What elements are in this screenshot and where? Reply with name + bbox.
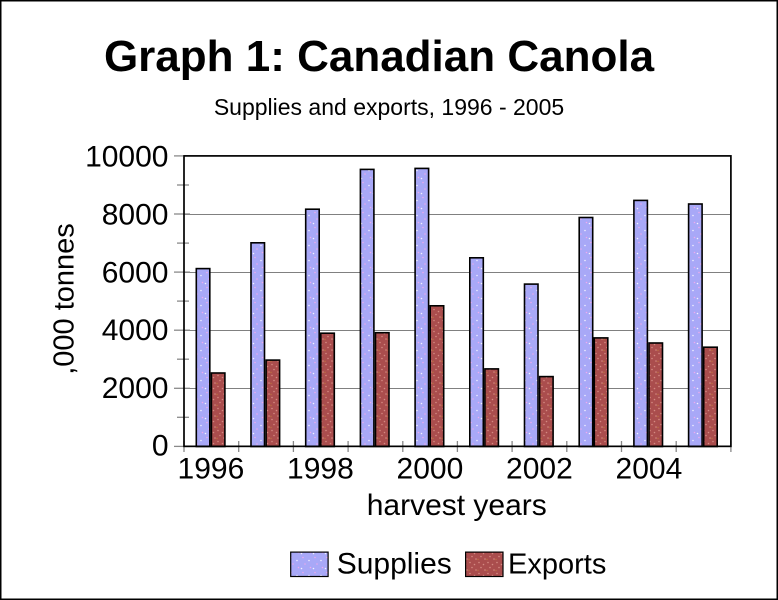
svg-text:,000 tonnes: ,000 tonnes xyxy=(49,223,81,375)
svg-text:8000: 8000 xyxy=(102,199,169,232)
svg-text:2000: 2000 xyxy=(397,452,464,485)
svg-text:2000: 2000 xyxy=(102,372,169,405)
svg-text:2004: 2004 xyxy=(616,452,683,485)
svg-text:1998: 1998 xyxy=(287,452,354,485)
svg-text:2002: 2002 xyxy=(506,452,573,485)
svg-text:6000: 6000 xyxy=(102,256,169,289)
svg-text:0: 0 xyxy=(152,430,169,463)
svg-text:1996: 1996 xyxy=(178,452,245,485)
svg-text:Supplies and exports, 1996 - 2: Supplies and exports, 1996 - 2005 xyxy=(214,94,564,120)
svg-text:Graph 1: Canadian Canola: Graph 1: Canadian Canola xyxy=(104,32,655,81)
svg-text:Supplies: Supplies xyxy=(337,547,452,580)
svg-text:10000: 10000 xyxy=(85,141,168,174)
svg-text:harvest years: harvest years xyxy=(367,489,547,522)
svg-text:Exports: Exports xyxy=(508,548,606,580)
svg-text:4000: 4000 xyxy=(102,314,169,347)
